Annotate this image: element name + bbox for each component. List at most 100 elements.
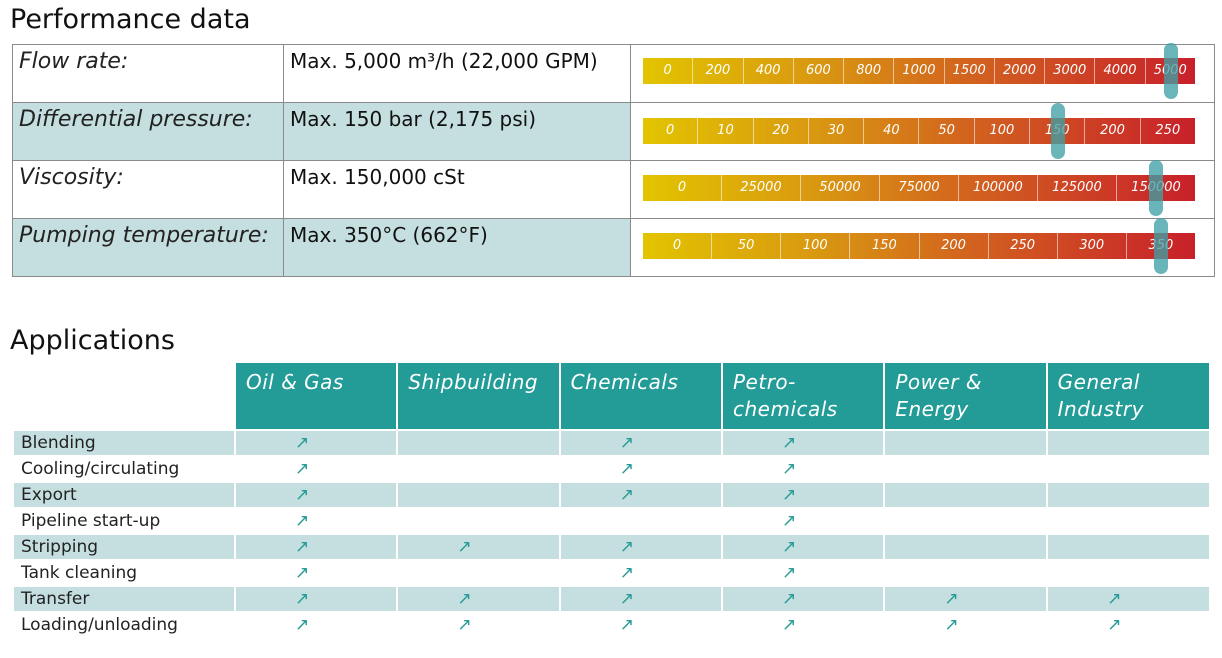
performance-label: Viscosity: [12,160,284,219]
max-value-marker [1149,160,1163,216]
arrow-icon: ↗ [720,507,885,534]
application-label: Loading/unloading [14,611,235,637]
empty-cell [1045,533,1209,560]
application-column-header: Oil & Gas [233,363,398,430]
scale-tick-label: 0 [643,118,699,144]
application-row: Tank cleaning ↗ ↗ ↗ [14,559,1209,586]
application-row: Export ↗ ↗ ↗ [14,481,1209,508]
scale-tick-label: 50 [919,118,975,144]
empty-cell [883,533,1047,560]
application-label: Blending [14,429,235,456]
scale-tick-label: 2000 [995,58,1046,84]
header-blank-cell [14,363,235,430]
scale-tick-label: 800 [844,58,895,84]
scale-tick-label: 4000 [1095,58,1146,84]
application-column-header: Petro- chemicals [720,363,885,430]
scale-tick-label: 25000 [722,175,801,201]
application-column-header: Chemicals [558,363,722,430]
application-row: Stripping ↗ ↗ ↗ ↗ [14,533,1209,560]
scale-tick-label: 75000 [880,175,959,201]
arrow-icon: ↗ [720,611,885,637]
arrow-icon: ↗ [396,585,560,612]
performance-value: Max. 150,000 cSt [283,160,631,219]
scale-tick-label: 125000 [1038,175,1117,201]
performance-row: Differential pressure: Max. 150 bar (2,17… [12,102,1215,161]
max-value-marker [1154,218,1168,274]
application-label: Transfer [14,585,235,612]
scale-tick-label: 50 [712,233,782,259]
performance-row: Pumping temperature: Max. 350°C (662°F) 0 5… [12,218,1215,277]
arrow-icon: ↗ [558,455,722,482]
scale-tick-label: 20 [754,118,809,144]
arrow-icon: ↗ [558,429,722,456]
arrow-icon: ↗ [883,585,1047,612]
application-column-header: Shipbuilding [396,363,560,430]
performance-label: Flow rate: [12,44,284,103]
arrow-icon: ↗ [1045,585,1209,612]
scale-tick-label: 300 [1058,233,1127,259]
performance-label: Pumping temperature: [12,218,284,277]
empty-cell [396,429,560,456]
arrow-icon: ↗ [1045,611,1209,637]
scale-tick-label: 150 [850,233,920,259]
application-row: Blending ↗ ↗ ↗ [14,429,1209,456]
arrow-icon: ↗ [720,429,885,456]
scale-tick-label: 250 [989,233,1058,259]
application-column-header: Power & Energy [883,363,1047,430]
empty-cell [883,429,1047,456]
arrow-icon: ↗ [720,455,885,482]
arrow-icon: ↗ [883,611,1047,637]
arrow-icon: ↗ [233,455,398,482]
application-row: Pipeline start-up ↗ ↗ [14,507,1209,534]
arrow-icon: ↗ [558,611,722,637]
application-label: Tank cleaning [14,559,235,586]
arrow-icon: ↗ [233,507,398,534]
scale-bar: 01020304050100150200250 [643,118,1195,144]
arrow-icon: ↗ [558,533,722,560]
arrow-icon: ↗ [720,585,885,612]
scale-bar: 0250005000075000100000125000150000 [643,175,1195,201]
scale-tick-label: 0 [643,175,722,201]
applications-heading: Applications [10,325,175,356]
scale-tick-label: 3000 [1045,58,1096,84]
empty-cell [396,559,560,586]
application-row: Cooling/circulating ↗ ↗ ↗ [14,455,1209,482]
scale-bar: 0200400600800100015002000300040005000 [643,58,1195,84]
application-label: Pipeline start-up [14,507,235,534]
application-column-header: General Industry [1045,363,1209,430]
arrow-icon: ↗ [233,429,398,456]
arrow-icon: ↗ [720,481,885,508]
arrow-icon: ↗ [233,533,398,560]
application-row: Transfer ↗ ↗ ↗ ↗ ↗ ↗ [14,585,1209,612]
performance-heading: Performance data [10,4,251,35]
empty-cell [396,481,560,508]
arrow-icon: ↗ [720,559,885,586]
scale-tick-label: 1500 [945,58,995,84]
scale-tick-label: 10 [698,118,754,144]
max-value-marker [1163,43,1178,99]
performance-value: Max. 5,000 m³/h (22,000 GPM) [283,44,631,103]
application-label: Cooling/circulating [14,455,235,482]
application-label: Export [14,481,235,508]
scale-tick-label: 400 [744,58,794,84]
scale-tick-label: 200 [693,58,744,84]
arrow-icon: ↗ [233,585,398,612]
performance-scale: 01020304050100150200250 [630,102,1215,161]
scale-tick-label: 200 [1085,118,1141,144]
scale-tick-label: 50000 [801,175,880,201]
empty-cell [1045,481,1209,508]
performance-row: Viscosity: Max. 150,000 cSt 0 25000 50000 750… [12,160,1215,219]
empty-cell [1045,429,1209,456]
application-row: Loading/unloading ↗ ↗ ↗ ↗ ↗ ↗ [14,611,1209,637]
applications-table: Oil & Gas Shipbuilding Chemicals Petro- che… [14,363,1209,637]
empty-cell [1045,455,1209,482]
arrow-icon: ↗ [233,481,398,508]
empty-cell [883,481,1047,508]
scale-tick-label: 40 [864,118,920,144]
application-label: Stripping [14,533,235,560]
performance-label: Differential pressure: [12,102,284,161]
arrow-icon: ↗ [558,559,722,586]
scale-tick-label: 250 [1155,123,1181,138]
arrow-icon: ↗ [233,559,398,586]
max-value-marker [1050,103,1065,159]
